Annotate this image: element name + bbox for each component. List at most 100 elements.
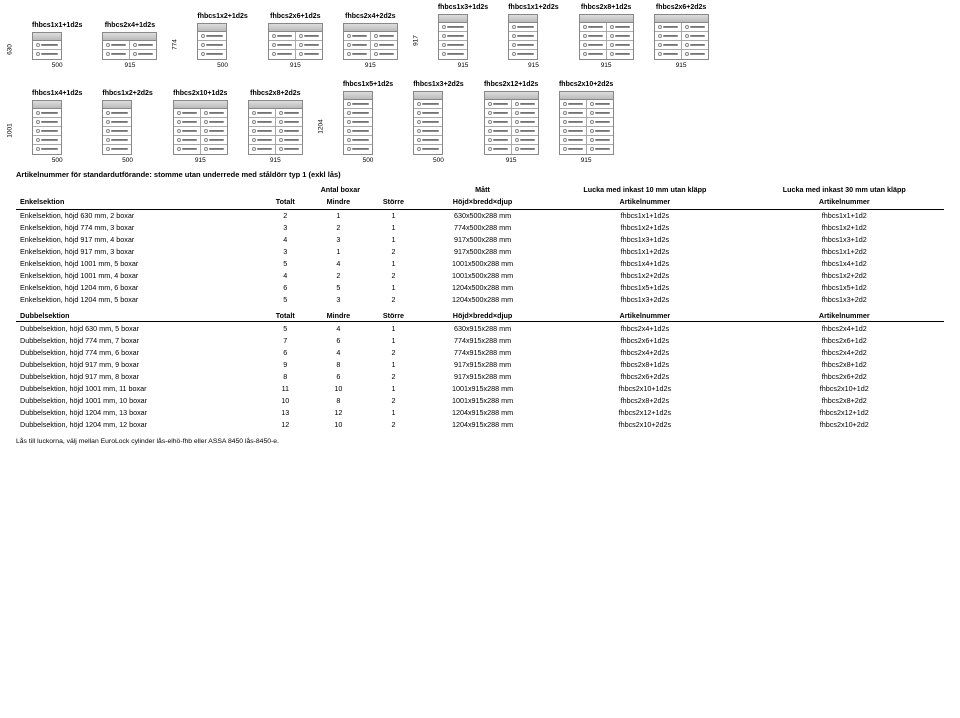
box-label: fhbcs2x8+2d2s — [248, 90, 303, 97]
table-cell: 8 — [310, 394, 367, 406]
mailbox-box: fhbcs1x2+1d2s 500 — [197, 13, 247, 69]
table-cell: 917x500x288 mm — [420, 246, 545, 258]
table-cell: 1001x500x288 mm — [420, 258, 545, 270]
table-cell: Dubbelsektion, höjd 917 mm, 8 boxar — [16, 370, 261, 382]
mailbox-unit — [268, 23, 323, 60]
col-matt: Mått — [420, 183, 545, 195]
table-cell: Dubbelsektion, höjd 630 mm, 5 boxar — [16, 322, 261, 335]
box-label: fhbcs2x10+2d2s — [559, 81, 614, 88]
box-label: fhbcs2x10+1d2s — [173, 90, 228, 97]
table-cell: Dubbelsektion, höjd 774 mm, 6 boxar — [16, 346, 261, 358]
table-cell: 1 — [367, 406, 420, 418]
table-cell: 1001x500x288 mm — [420, 270, 545, 282]
table-cell: 5 — [310, 282, 367, 294]
table-row: Dubbelsektion, höjd 917 mm, 9 boxar98191… — [16, 358, 944, 370]
table-cell: fhbcs1x2+1d2 — [745, 222, 944, 234]
table-cell: Dubbelsektion, höjd 917 mm, 9 boxar — [16, 358, 261, 370]
height-label: 630 — [7, 44, 14, 55]
mailbox-unit — [484, 91, 539, 155]
table-cell: 630x915x288 mm — [420, 322, 545, 335]
table-row: Enkelsektion, höjd 630 mm, 2 boxar211630… — [16, 209, 944, 222]
table-cell: fhbcs2x8+2d2 — [745, 394, 944, 406]
table-row: Enkelsektion, höjd 917 mm, 4 boxar431917… — [16, 234, 944, 246]
footer-note: Lås till luckorna, välj mellan EuroLock … — [0, 438, 960, 445]
table-cell: 3 — [261, 222, 310, 234]
mailbox-box: fhbcs2x8+1d2s915 — [579, 4, 634, 69]
h-art1: Artikelnummer — [545, 195, 744, 209]
table-cell: fhbcs2x10+1d2 — [745, 382, 944, 394]
mailbox-box: fhbcs2x4+2d2s915 — [343, 13, 398, 69]
table-cell: fhbcs2x10+2d2s — [545, 418, 744, 430]
box-label: fhbcs2x4+1d2s — [102, 22, 157, 29]
box-label: fhbcs1x2+1d2s — [197, 13, 247, 20]
table-cell: 1204x500x288 mm — [420, 294, 545, 306]
box-label: fhbcs2x4+2d2s — [343, 13, 398, 20]
table-cell: fhbcs2x4+1d2 — [745, 322, 944, 335]
table-cell: fhbcs1x5+1d2s — [545, 282, 744, 294]
mailbox-unit — [102, 32, 157, 60]
table-cell: fhbcs2x4+1d2s — [545, 322, 744, 335]
table-cell: 1 — [310, 246, 367, 258]
box-label: fhbcs1x5+1d2s — [343, 81, 393, 88]
tables-section: Artikelnummer för standardutförande: sto… — [0, 170, 960, 430]
table-cell: 3 — [310, 294, 367, 306]
table-cell: 2 — [367, 294, 420, 306]
table-cell: 10 — [310, 418, 367, 430]
table-cell: 12 — [261, 418, 310, 430]
mailbox-box: fhbcs1x4+1d2s500 — [32, 90, 82, 164]
box-label: fhbcs1x1+2d2s — [508, 4, 558, 11]
width-label: 500 — [102, 157, 152, 164]
table-cell: Dubbelsektion, höjd 774 mm, 7 boxar — [16, 334, 261, 346]
table-cell: fhbcs1x3+2d2s — [545, 294, 744, 306]
table-cell: 6 — [261, 282, 310, 294]
table-cell: Enkelsektion, höjd 917 mm, 3 boxar — [16, 246, 261, 258]
h-totalt: Totalt — [261, 195, 310, 209]
table-cell: 1001x915x288 mm — [420, 382, 545, 394]
width-label: 915 — [559, 157, 614, 164]
table-cell: fhbcs1x4+1d2s — [545, 258, 744, 270]
standard-config-title: Artikelnummer för standardutförande: sto… — [16, 170, 944, 179]
mailbox-unit — [654, 14, 709, 60]
mailbox-box: fhbcs2x6+1d2s915 — [268, 13, 323, 69]
table-cell: 774x500x288 mm — [420, 222, 545, 234]
h-hbd: Höjd×bredd×djup — [420, 195, 545, 209]
table-cell: fhbcs2x8+2d2s — [545, 394, 744, 406]
table-cell: fhbcs2x10+1d2s — [545, 382, 744, 394]
table-cell: fhbcs2x10+2d2 — [745, 418, 944, 430]
col-antal: Antal boxar — [261, 183, 420, 195]
h-hbd2: Höjd×bredd×djup — [420, 306, 545, 322]
h-enkel: Enkelsektion — [16, 195, 261, 209]
table-cell: 10 — [261, 394, 310, 406]
table-cell: Enkelsektion, höjd 1001 mm, 4 boxar — [16, 270, 261, 282]
table-cell: 1204x915x288 mm — [420, 418, 545, 430]
width-label: 915 — [438, 62, 488, 69]
mailbox-unit — [32, 32, 62, 60]
mailbox-box: fhbcs1x3+1d2s915 — [438, 4, 488, 69]
h-art4: Artikelnummer — [745, 306, 944, 322]
mailbox-unit — [508, 14, 538, 60]
table-cell: 630x500x288 mm — [420, 209, 545, 222]
mailbox-unit — [197, 23, 227, 60]
table-row: Enkelsektion, höjd 1204 mm, 5 boxar53212… — [16, 294, 944, 306]
table-cell: 6 — [310, 334, 367, 346]
table-cell: fhbcs1x1+1d2 — [745, 209, 944, 222]
table-cell: Enkelsektion, höjd 1204 mm, 6 boxar — [16, 282, 261, 294]
table-cell: 774x915x288 mm — [420, 334, 545, 346]
width-label: 500 — [197, 62, 247, 69]
table-cell: fhbcs1x1+1d2s — [545, 209, 744, 222]
table-row: Dubbelsektion, höjd 774 mm, 7 boxar76177… — [16, 334, 944, 346]
table-cell: 4 — [310, 322, 367, 335]
table-cell: fhbcs2x8+1d2 — [745, 358, 944, 370]
table-cell: 1 — [367, 209, 420, 222]
table-cell: 13 — [261, 406, 310, 418]
table-row: Enkelsektion, höjd 1001 mm, 5 boxar54110… — [16, 258, 944, 270]
table-cell: 2 — [310, 270, 367, 282]
table-cell: 2 — [261, 209, 310, 222]
table-row: Dubbelsektion, höjd 1204 mm, 12 boxar121… — [16, 418, 944, 430]
box-label: fhbcs2x6+2d2s — [654, 4, 709, 11]
table-cell: 2 — [367, 246, 420, 258]
table-row: Dubbelsektion, höjd 917 mm, 8 boxar86291… — [16, 370, 944, 382]
mailbox-box: fhbcs1x2+2d2s500 — [102, 90, 152, 164]
mailbox-box: fhbcs2x10+1d2s915 — [173, 90, 228, 164]
table-row: Enkelsektion, höjd 1204 mm, 6 boxar65112… — [16, 282, 944, 294]
